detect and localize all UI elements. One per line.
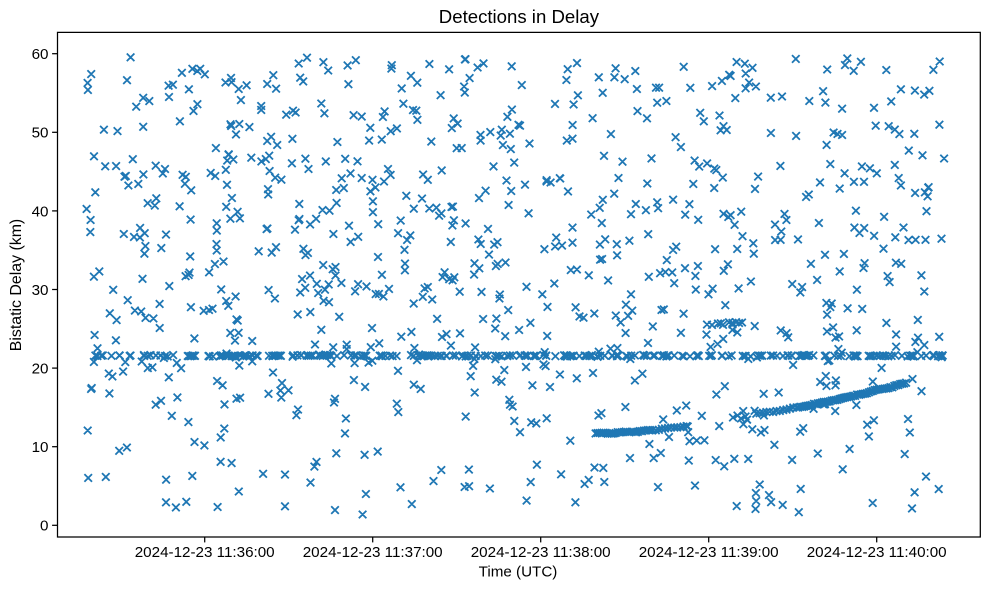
svg-text:50: 50 [32,125,49,142]
svg-text:30: 30 [32,282,49,299]
svg-text:2024-12-23 11:37:00: 2024-12-23 11:37:00 [303,544,443,561]
svg-text:2024-12-23 11:39:00: 2024-12-23 11:39:00 [639,544,779,561]
svg-text:Detections in Delay: Detections in Delay [439,6,600,27]
svg-text:2024-12-23 11:40:00: 2024-12-23 11:40:00 [807,544,947,561]
svg-text:0: 0 [40,518,48,535]
svg-text:40: 40 [32,203,49,220]
svg-text:2024-12-23 11:36:00: 2024-12-23 11:36:00 [135,544,275,561]
svg-text:20: 20 [32,361,49,378]
svg-text:Time (UTC): Time (UTC) [479,564,558,581]
svg-text:2024-12-23 11:38:00: 2024-12-23 11:38:00 [471,544,611,561]
svg-text:10: 10 [32,439,49,456]
svg-text:60: 60 [32,46,49,63]
svg-text:Bistatic Delay (km): Bistatic Delay (km) [8,219,25,351]
